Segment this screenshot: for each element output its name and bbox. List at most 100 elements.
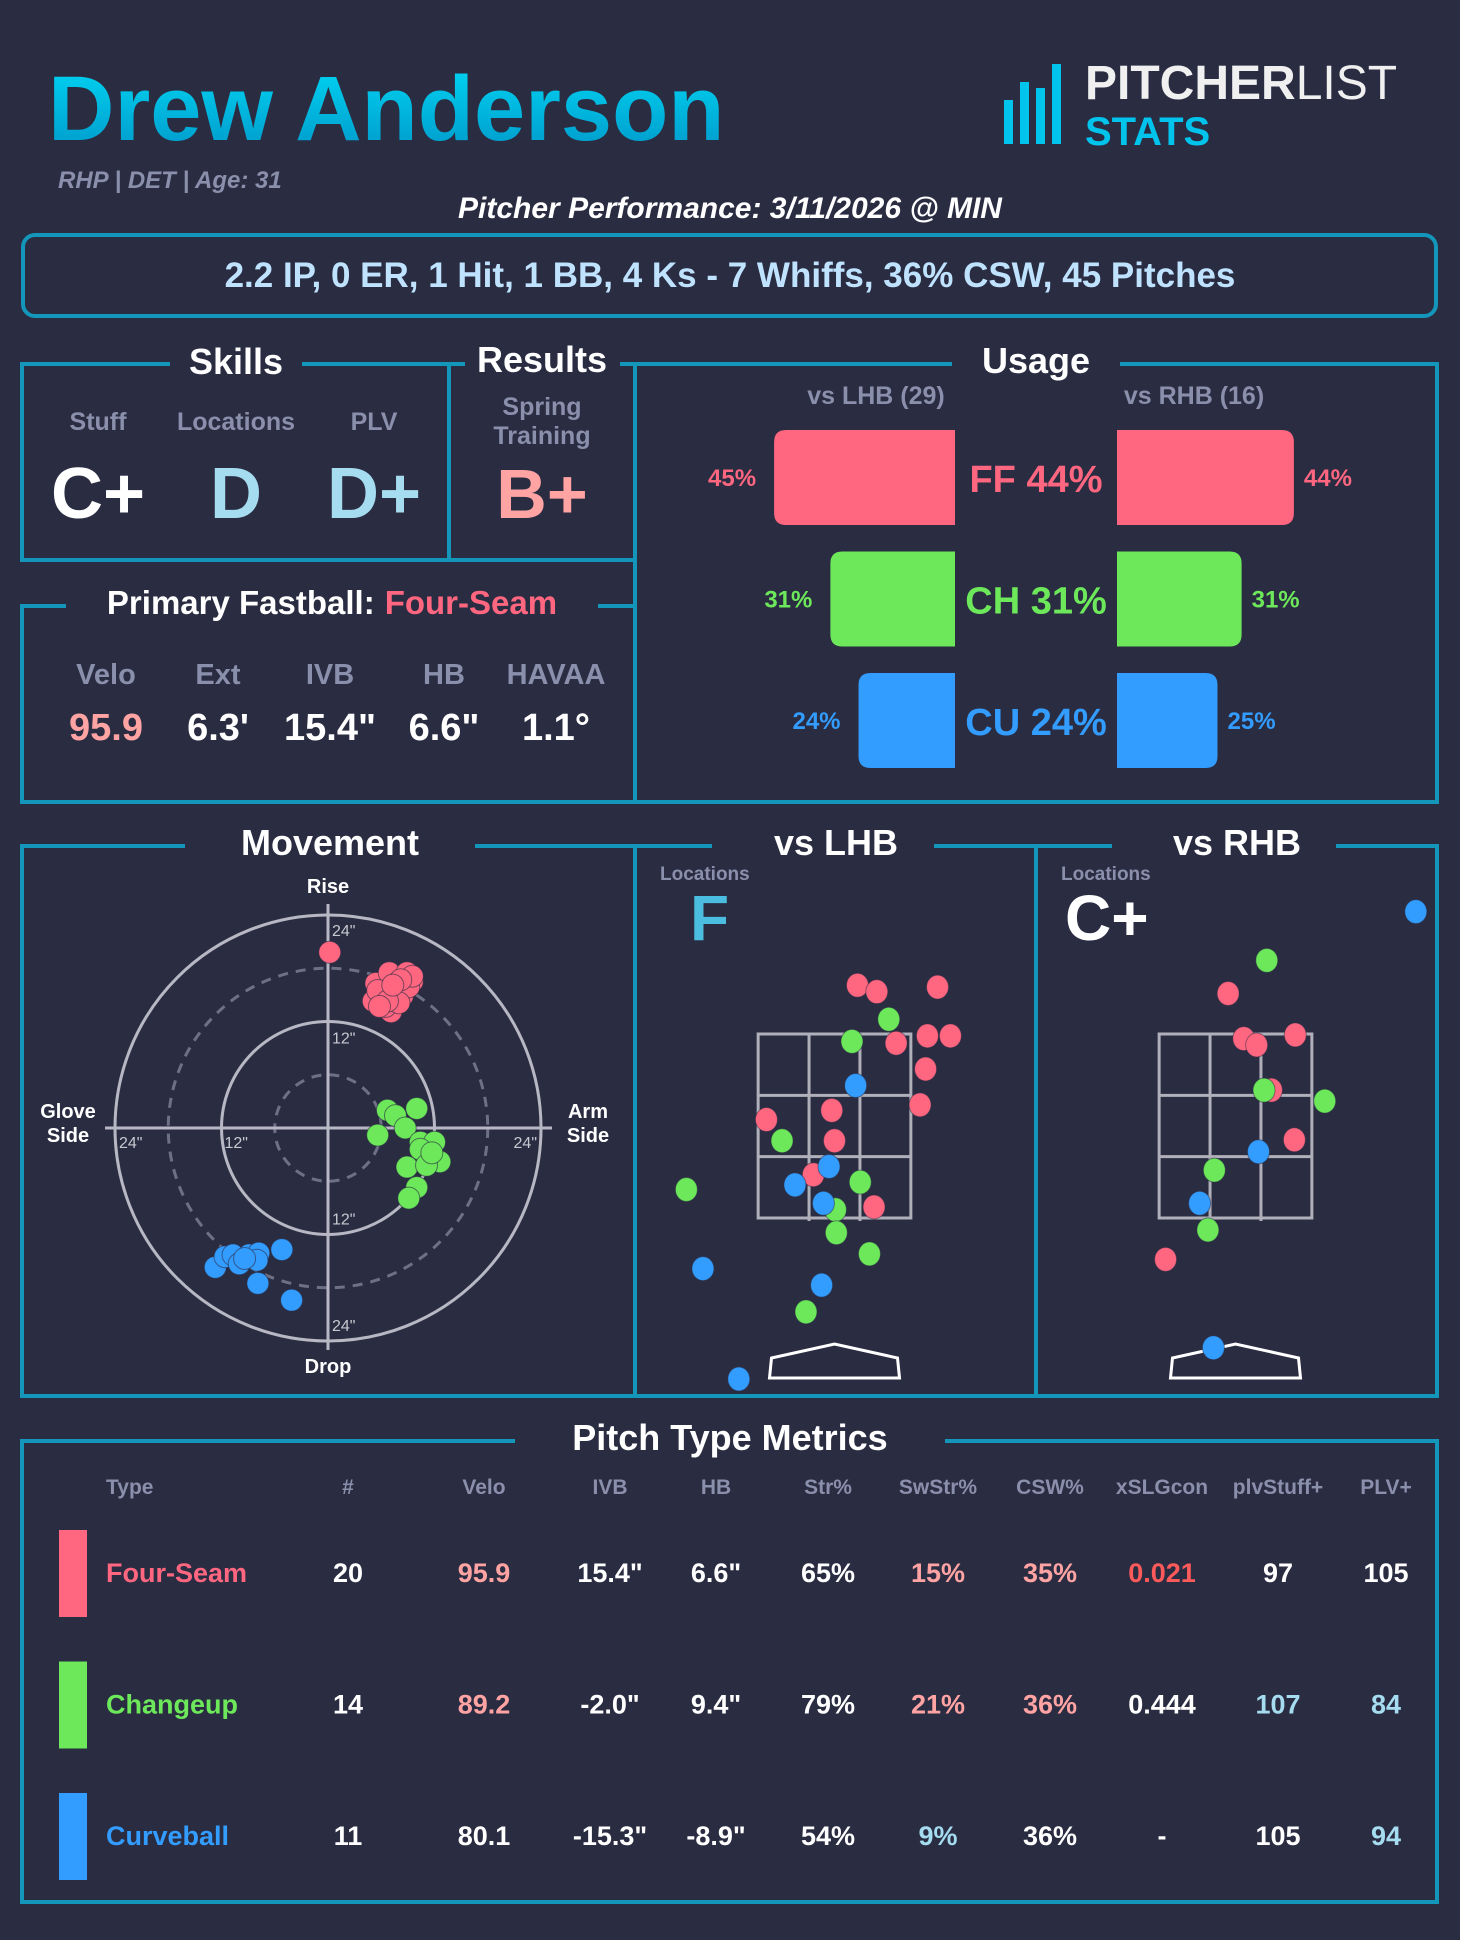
movement-tick-label: 24": [119, 1135, 142, 1152]
skill-grade: D+: [327, 454, 421, 534]
usage-overall-label: CU 24%: [965, 702, 1107, 744]
table-column-header: plvStuff+: [1233, 1476, 1323, 1499]
usage-overall-label: FF 44%: [969, 459, 1102, 501]
usage-lhb-pct: 45%: [708, 465, 756, 492]
movement-point: [233, 1246, 257, 1270]
table-cell: 84: [1371, 1690, 1401, 1720]
location-point: [862, 1194, 886, 1220]
pitch-type-name: Four-Seam: [106, 1558, 247, 1588]
location-points: [674, 972, 962, 1392]
location-point: [824, 1220, 848, 1246]
location-point: [1313, 1088, 1337, 1114]
location-point: [1247, 1139, 1270, 1165]
fastball-metric-value: 1.1°: [522, 707, 590, 749]
table-cell: 21%: [911, 1690, 965, 1720]
table-cell: 11: [334, 1821, 363, 1851]
location-grade: F: [690, 882, 729, 954]
usage-overall-label: CH 31%: [965, 581, 1107, 623]
skill-label: Stuff: [70, 408, 128, 436]
usage-lhb-pct: 31%: [764, 587, 812, 614]
table-row: Changeup 14 89.2 -2.0" 9.4" 79% 21% 36% 0.444 107…: [59, 1661, 1401, 1749]
bar-chart-icon: [1004, 64, 1061, 144]
table-cell: 35%: [1023, 1558, 1077, 1588]
usage-bar-lhb: [774, 430, 955, 525]
skill-label: Locations: [177, 408, 295, 436]
table-cell: 9%: [918, 1821, 957, 1851]
usage-bar-rhb: [1117, 551, 1242, 647]
pitch-color-swatch: [59, 1661, 87, 1749]
movement-tick-label: 12": [332, 1212, 355, 1229]
fastball-metric-label: IVB: [306, 659, 354, 691]
strike-zone: [1157, 1032, 1314, 1221]
movement-right-label: Arm Side: [567, 1101, 609, 1147]
fastball-metric-value: 95.9: [69, 707, 143, 749]
table-cell: 15.4": [577, 1558, 642, 1588]
location-point: [1202, 1157, 1226, 1183]
usage-rhb-pct: 44%: [1304, 465, 1352, 492]
table-cell: 0.021: [1128, 1558, 1196, 1588]
movement-tick-label: 12": [332, 1031, 355, 1048]
location-point: [926, 974, 950, 1000]
movement-point: [367, 994, 391, 1018]
table-title: Pitch Type Metrics: [572, 1417, 887, 1458]
table-column-header: PLV+: [1360, 1476, 1412, 1499]
svg-text:PITCHERLIST: PITCHERLIST: [1085, 57, 1397, 110]
location-point: [691, 1256, 715, 1282]
pitch-color-swatch: [59, 1530, 87, 1617]
location-point: [823, 1128, 846, 1154]
fastball-metric-label: HB: [423, 659, 465, 691]
table-cell: 54%: [801, 1821, 855, 1851]
table-cell: 80.1: [458, 1821, 511, 1851]
usage-title: Usage: [982, 340, 1090, 381]
usage-rhb-label: vs RHB (16): [1124, 382, 1264, 410]
fastball-metric-label: Ext: [195, 659, 240, 691]
location-point: [1404, 899, 1428, 925]
movement-point: [280, 1288, 304, 1312]
location-point: [840, 1028, 864, 1054]
skill-label: PLV: [351, 408, 398, 436]
location-grade: C+: [1065, 882, 1149, 954]
location-point: [820, 1097, 844, 1123]
table-cell: -15.3": [573, 1821, 647, 1851]
movement-point: [393, 1116, 417, 1140]
movement-left-label: Glove Side: [40, 1101, 96, 1147]
pitch-color-swatch: [59, 1793, 87, 1880]
location-point: [810, 1272, 834, 1298]
location-point: [770, 1128, 794, 1154]
table-cell: 15%: [911, 1558, 965, 1588]
logo-text-bold: PITCHER: [1085, 57, 1296, 110]
summary-box: [21, 233, 1438, 318]
home-plate-icon: [1168, 1342, 1303, 1380]
movement-polar-grid: [105, 904, 552, 1350]
location-point: [754, 1107, 778, 1133]
fastball-metric-value: 15.4": [284, 707, 376, 749]
skill-grade: C+: [51, 454, 145, 534]
location-grade-label: Locations: [1061, 864, 1151, 885]
location-point: [1201, 1335, 1225, 1361]
movement-point: [246, 1271, 270, 1295]
table-cell: 0.444: [1128, 1690, 1196, 1720]
table-cell: 95.9: [458, 1558, 511, 1588]
table-column-header: xSLGcon: [1116, 1476, 1208, 1499]
table-cell: 105: [1255, 1821, 1300, 1851]
location-point: [1252, 1077, 1276, 1103]
table-cell: -8.9": [686, 1821, 745, 1851]
table-cell: 79%: [801, 1690, 855, 1720]
table-row: Curveball 11 80.1 -15.3" -8.9" 54% 9% 36% - 105 94: [59, 1793, 1401, 1880]
usage-bar-rhb: [1117, 673, 1218, 768]
table-cell: -2.0": [580, 1690, 639, 1720]
results-grade: B+: [496, 455, 587, 533]
table-cell: 65%: [801, 1558, 855, 1588]
table-cell: 20: [333, 1558, 363, 1588]
table-column-header: Velo: [462, 1476, 505, 1499]
location-point: [1216, 981, 1240, 1007]
movement-tick-label: 24": [332, 923, 355, 940]
movement-point: [395, 1155, 419, 1179]
fastball-metric-value: 6.6": [409, 707, 480, 749]
logo-text-light: LIST: [1296, 57, 1397, 110]
table-cell: 9.4": [691, 1690, 741, 1720]
usage-bar-rhb: [1117, 430, 1294, 525]
table-cell: 36%: [1023, 1690, 1077, 1720]
